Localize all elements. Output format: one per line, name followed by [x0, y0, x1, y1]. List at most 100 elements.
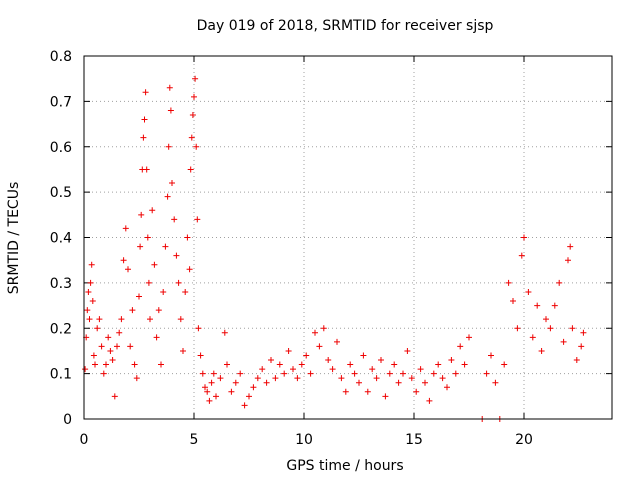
- data-point: [173, 252, 180, 259]
- data-point: [259, 366, 266, 373]
- data-point: [189, 111, 196, 118]
- data-point: [127, 343, 134, 350]
- data-point: [435, 361, 442, 368]
- data-point: [580, 329, 587, 336]
- data-point: [145, 279, 152, 286]
- data-point: [342, 388, 349, 395]
- y-tick-label: 0.5: [50, 185, 72, 201]
- x-tick-label: 10: [295, 432, 313, 448]
- data-point: [417, 366, 424, 373]
- data-point: [88, 261, 95, 268]
- data-point: [195, 325, 202, 332]
- data-point: [338, 375, 345, 382]
- data-point: [525, 288, 532, 295]
- data-point: [169, 180, 175, 187]
- data-point: [158, 361, 164, 368]
- data-point: [186, 266, 193, 273]
- data-point: [426, 397, 433, 404]
- data-point: [241, 402, 248, 409]
- data-point: [175, 279, 182, 286]
- data-point: [413, 388, 420, 395]
- data-point: [100, 370, 107, 377]
- data-point: [177, 316, 184, 323]
- data-point: [89, 298, 96, 305]
- data-point: [199, 370, 206, 377]
- data-point: [232, 379, 239, 386]
- data-point: [111, 393, 118, 400]
- data-point: [250, 384, 257, 391]
- y-tick-label: 0.2: [50, 321, 72, 337]
- data-point: [204, 388, 211, 395]
- data-point: [569, 325, 576, 332]
- data-point: [573, 357, 580, 364]
- data-point: [221, 329, 228, 336]
- data-point: [518, 252, 525, 259]
- y-tick-label: 0: [63, 412, 72, 428]
- data-point: [136, 293, 142, 300]
- data-point: [184, 234, 191, 241]
- data-point: [510, 298, 516, 305]
- data-point: [155, 307, 162, 314]
- x-tick-label: 15: [405, 432, 423, 448]
- data-point: [193, 143, 200, 150]
- data-point: [162, 243, 169, 250]
- data-point: [109, 357, 116, 364]
- data-point: [129, 307, 136, 314]
- data-point: [202, 384, 208, 391]
- data-point: [90, 352, 97, 359]
- data-point: [347, 361, 354, 368]
- data-point: [149, 207, 156, 214]
- data-point: [276, 361, 283, 368]
- data-point: [164, 193, 171, 200]
- data-point: [373, 375, 380, 382]
- data-point: [141, 116, 148, 123]
- data-point: [151, 261, 158, 268]
- data-point: [165, 143, 172, 150]
- data-point: [116, 329, 123, 336]
- data-point: [131, 361, 138, 368]
- x-tick-label: 20: [515, 432, 533, 448]
- data-point: [143, 166, 150, 173]
- data-point: [246, 393, 252, 400]
- data-point: [312, 329, 318, 336]
- data-point: [228, 388, 235, 395]
- plot-frame: [83, 55, 613, 420]
- data-points: [82, 75, 587, 422]
- data-point: [122, 225, 129, 232]
- y-tick-label: 0.4: [50, 231, 72, 247]
- data-point: [206, 397, 213, 404]
- data-point: [84, 307, 91, 314]
- data-point: [483, 370, 490, 377]
- data-point: [192, 75, 199, 82]
- data-point: [543, 316, 549, 323]
- data-point: [408, 375, 415, 382]
- data-point: [96, 316, 103, 323]
- data-point: [422, 379, 428, 386]
- x-tick-label: 5: [190, 432, 199, 448]
- data-point: [125, 266, 131, 273]
- data-point: [501, 361, 508, 368]
- data-point: [140, 134, 147, 141]
- data-point: [334, 338, 340, 345]
- data-point: [488, 352, 494, 359]
- y-tick-label: 0.1: [50, 367, 72, 383]
- data-point: [351, 370, 358, 377]
- data-point: [92, 361, 98, 368]
- data-point: [82, 366, 89, 373]
- data-point: [452, 370, 459, 377]
- data-point: [120, 257, 127, 264]
- data-point: [565, 257, 571, 264]
- data-point: [400, 370, 406, 377]
- data-point: [303, 352, 310, 359]
- data-point: [325, 357, 332, 364]
- tick-labels: 0 0.1 0.2 0.3 0.4 0.5 0.6 0.7 0.8 0 5 10 15 20: [50, 49, 533, 448]
- data-point: [329, 366, 336, 373]
- data-point: [180, 347, 186, 354]
- data-point: [85, 288, 92, 295]
- data-point: [142, 89, 149, 96]
- data-point: [160, 288, 167, 295]
- data-point: [356, 379, 362, 386]
- data-point: [457, 343, 464, 350]
- data-point: [290, 366, 296, 373]
- data-point: [86, 316, 93, 323]
